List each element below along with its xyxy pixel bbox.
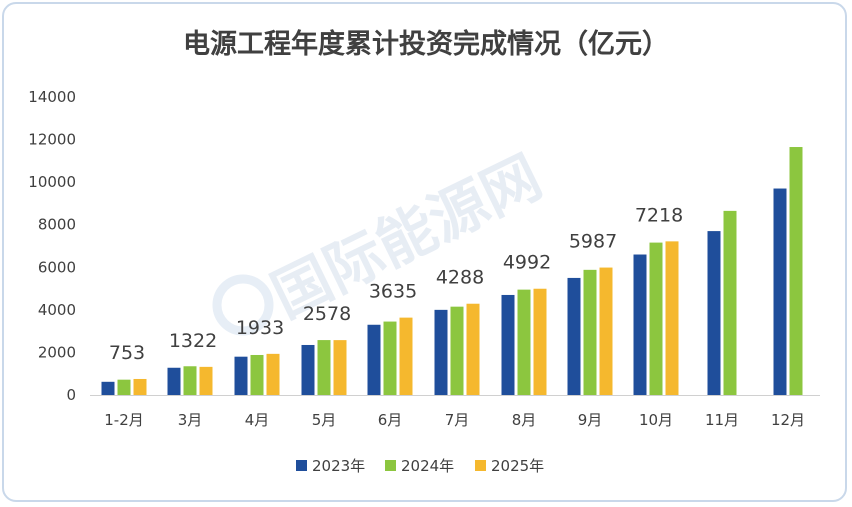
y-tick-label: 6000 [38,258,76,276]
bar-1 [167,367,181,395]
bars [101,147,803,395]
x-tick-label: 4月 [245,411,270,429]
bar-1 [501,294,515,395]
chart-title: 电源工程年度累计投资完成情况（亿元） [183,29,669,60]
data-label: 7218 [635,204,683,226]
bar-3 [665,241,679,395]
y-tick-label: 0 [66,386,76,404]
bar-2 [789,147,803,395]
legend-label: 2025年 [491,457,544,475]
y-tick-label: 4000 [38,301,76,319]
data-label: 2578 [303,303,351,325]
bar-1 [707,231,721,395]
bar-1 [434,309,448,395]
bar-3 [199,366,213,395]
bar-2 [723,210,737,395]
data-label: 3635 [369,281,417,303]
watermark-logo [212,274,274,336]
x-tick-label: 1-2月 [104,411,144,429]
bar-2 [583,269,597,395]
bar-1 [101,381,115,395]
bar-2 [450,306,464,395]
bar-3 [466,303,480,395]
legend-swatch [385,460,396,471]
x-tick-label: 11月 [705,411,739,429]
x-tick-label: 3月 [178,411,203,429]
bar-1 [567,277,581,395]
bar-3 [266,353,280,395]
x-tick-label: 7月 [445,411,470,429]
x-axis: 1-2月 3月 4月 5月 6月 7月 8月 9月 10月 11月 12月 [104,411,805,429]
data-label: 4992 [503,252,551,274]
bar-2 [317,340,331,395]
data-labels: 753 1322 1933 2578 3635 4288 4992 5987 7218 [109,204,683,364]
bar-2 [517,289,531,395]
data-label: 5987 [569,231,617,253]
bar-3 [599,267,613,395]
bar-3 [533,288,547,395]
data-label: 1933 [236,317,284,339]
x-tick-label: 12月 [771,411,805,429]
data-label: 4288 [436,267,484,289]
legend-label: 2024年 [401,457,454,475]
bar-1 [234,356,248,395]
x-tick-label: 8月 [512,411,537,429]
bar-1 [367,324,381,395]
bar-1 [773,188,787,395]
bar-3 [399,317,413,395]
legend-swatch [296,460,307,471]
x-tick-label: 10月 [639,411,673,429]
bar-3 [133,378,147,395]
y-tick-label: 2000 [38,343,76,361]
bar-2 [117,379,131,395]
x-tick-label: 9月 [578,411,603,429]
bar-3 [333,340,347,395]
bar-2 [250,354,264,395]
legend-label: 2023年 [312,457,365,475]
legend: 2023年 2024年 2025年 [296,457,544,475]
data-label: 753 [109,342,145,364]
bar-2 [649,242,663,395]
chart-card [2,2,847,502]
y-tick-label: 8000 [38,216,76,234]
y-axis: 0 2000 4000 6000 8000 10000 12000 14000 [28,88,76,404]
data-label: 1322 [169,330,217,352]
bar-2 [183,366,197,395]
y-tick-label: 14000 [28,88,76,106]
bar-1 [301,344,315,395]
x-tick-label: 5月 [312,411,337,429]
x-tick-label: 6月 [378,411,403,429]
bar-1 [633,254,647,395]
bar-2 [383,321,397,395]
legend-swatch [475,460,486,471]
y-tick-label: 12000 [28,131,76,149]
y-tick-label: 10000 [28,173,76,191]
